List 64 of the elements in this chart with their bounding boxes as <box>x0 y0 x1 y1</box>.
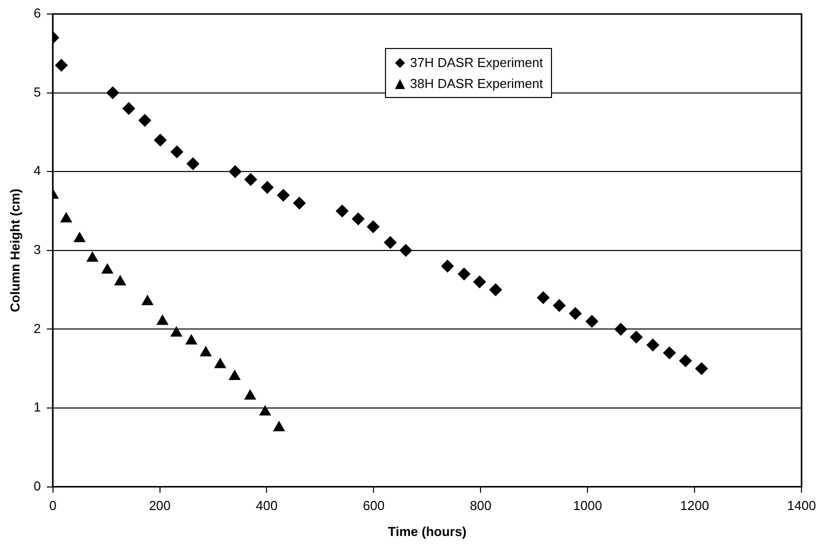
point <box>473 275 486 288</box>
point <box>352 212 365 226</box>
point <box>458 268 471 281</box>
x-tick-label: 200 <box>148 498 171 514</box>
point <box>536 291 550 304</box>
point <box>244 172 258 186</box>
point <box>695 362 708 376</box>
point <box>214 358 226 368</box>
point <box>646 338 660 352</box>
point <box>170 326 182 337</box>
x-tick-label: 400 <box>256 498 278 514</box>
y-axis-title: Column Height (cm) <box>7 188 22 312</box>
y-tick-label: 0 <box>34 478 41 494</box>
y-tick-label: 6 <box>34 6 41 21</box>
point <box>260 180 274 194</box>
point <box>122 102 136 116</box>
point <box>185 334 198 345</box>
point <box>399 244 412 257</box>
point <box>662 346 676 360</box>
point <box>74 232 86 242</box>
point <box>441 260 454 273</box>
point <box>138 114 152 127</box>
point <box>86 251 98 262</box>
point <box>336 204 349 218</box>
point <box>170 145 184 158</box>
y-tick-label: 5 <box>34 84 41 100</box>
point <box>54 58 68 72</box>
point <box>259 404 272 416</box>
point <box>292 196 306 210</box>
point <box>186 157 200 170</box>
point <box>630 330 643 344</box>
point <box>106 86 120 100</box>
x-tick-label: 1200 <box>680 498 710 514</box>
point <box>228 369 241 380</box>
point <box>489 283 502 296</box>
x-tick-label: 800 <box>470 498 492 514</box>
point <box>366 220 380 234</box>
point <box>384 236 397 250</box>
x-axis-title: Time (hours) <box>388 524 466 539</box>
y-tick-label: 3 <box>34 242 41 257</box>
point <box>552 299 566 312</box>
point <box>272 420 286 432</box>
x-tick-label: 1400 <box>787 498 816 514</box>
point <box>585 314 598 328</box>
point <box>244 389 256 400</box>
x-tick-label: 1000 <box>573 498 602 514</box>
y-tick-label: 4 <box>34 163 41 178</box>
point <box>154 134 167 147</box>
point <box>114 274 126 286</box>
x-tick-label: 0 <box>49 498 56 514</box>
point <box>101 263 114 274</box>
point <box>156 314 169 325</box>
legend-label: 38H DASR Experiment <box>410 75 543 93</box>
point <box>568 306 582 320</box>
legend-label: 37H DASR Experiment <box>410 54 543 72</box>
y-tick-label: 2 <box>34 320 41 336</box>
x-tick-label: 600 <box>362 498 385 514</box>
point <box>276 188 290 202</box>
point <box>614 322 628 336</box>
point <box>141 294 154 306</box>
y-tick-label: 1 <box>34 400 41 415</box>
point <box>228 165 242 178</box>
point <box>200 346 212 356</box>
point <box>678 354 692 368</box>
